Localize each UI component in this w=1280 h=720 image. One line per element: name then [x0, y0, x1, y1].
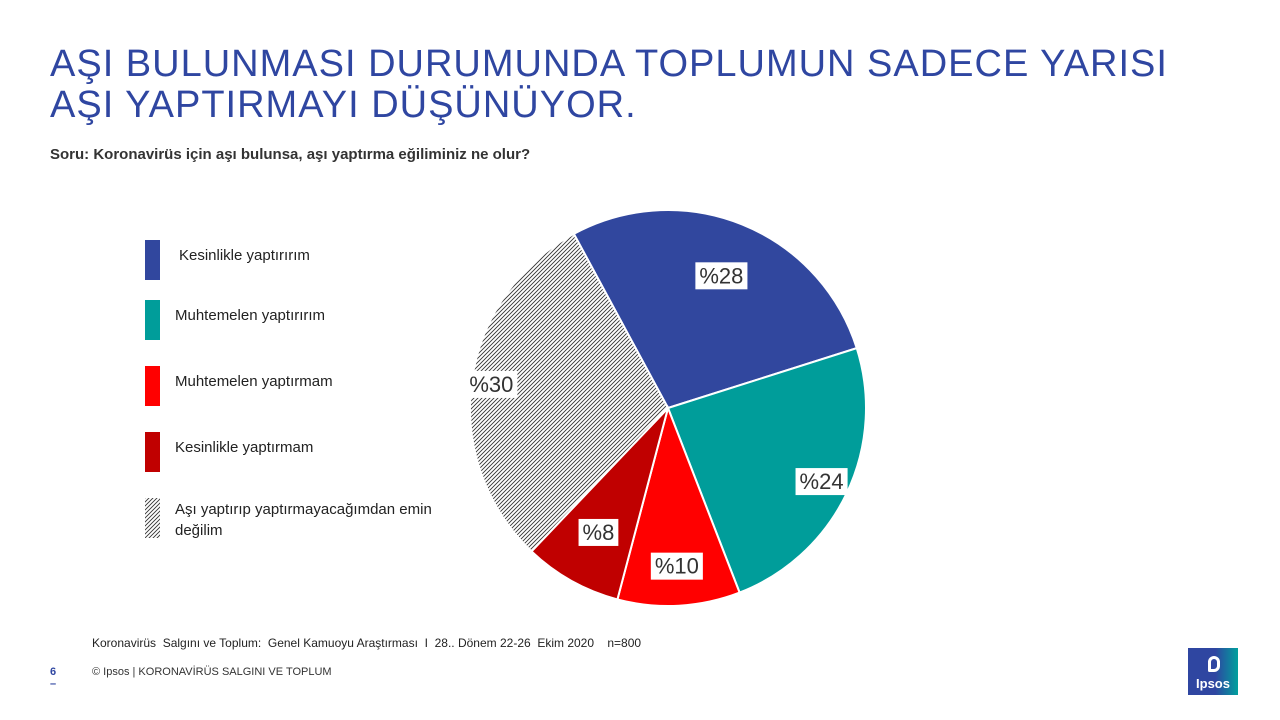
- legend-swatch: [145, 366, 160, 406]
- legend-label: Muhtemelen yaptırırım: [175, 307, 326, 324]
- title-line-1: AŞI BULUNMASI DURUMUNDA TOPLUMUN SADECE …: [50, 43, 1168, 85]
- logo-text: Ipsos: [1196, 676, 1230, 691]
- legend-swatch: [145, 300, 160, 340]
- source-note: Koronavirüs Salgını ve Toplum: Genel Kam…: [92, 636, 642, 650]
- legend-label: Aşı yaptırıp yaptırmayacağımdan emin değ…: [175, 501, 432, 539]
- legend-item-muhtemelen-yaptirmam: Muhtemelen yaptırmam: [145, 366, 445, 406]
- legend-item-kesinlikle-yaptirmam: Kesinlikle yaptırmam: [145, 432, 445, 472]
- pie-slice: [616, 404, 741, 607]
- legend-item-kesinlikle-yaptiririm: Kesinlikle yaptırırım: [145, 240, 445, 280]
- title-line-2: AŞI YAPTIRMAYI DÜŞÜNÜYOR.: [50, 84, 637, 126]
- survey-question: Soru: Koronavirüs için aşı bulunsa, aşı …: [50, 146, 531, 163]
- legend-label: Kesinlikle yaptırırım: [179, 247, 310, 264]
- pie-slice: [530, 407, 669, 601]
- legend-swatch: [145, 432, 160, 472]
- data-label-background: [465, 370, 518, 398]
- legend-item-muhtemelen-yaptiririm: Muhtemelen yaptırırım: [145, 300, 445, 340]
- legend-swatch: [145, 240, 160, 280]
- footer-text: © Ipsos | KORONAVİRÜS SALGINI VE TOPLUM: [92, 666, 332, 678]
- ipsos-logo: Ipsos: [1188, 648, 1238, 695]
- legend-label: Muhtemelen yaptırmam: [175, 373, 333, 390]
- legend-swatch-hatched: [145, 498, 160, 538]
- data-label-background: [795, 468, 848, 496]
- legend-item-emin-degilim: Aşı yaptırıp yaptırmayacağımdan emin değ…: [145, 498, 445, 539]
- data-label: %10: [655, 554, 699, 579]
- data-label: %8: [583, 520, 615, 545]
- data-label: %28: [699, 263, 743, 288]
- slide-title: AŞI BULUNMASI DURUMUNDA TOPLUMUN SADECE …: [50, 44, 1230, 126]
- logo-mark-icon: [1208, 656, 1220, 672]
- data-label: %30: [469, 372, 513, 397]
- pie-slice: [572, 209, 858, 410]
- data-label-background: [650, 552, 703, 580]
- data-label-background: [695, 262, 748, 290]
- page-number: 6 –: [50, 666, 57, 690]
- legend-label: Kesinlikle yaptırmam: [175, 439, 314, 456]
- data-label: %24: [800, 469, 844, 494]
- data-label-background: [578, 518, 619, 546]
